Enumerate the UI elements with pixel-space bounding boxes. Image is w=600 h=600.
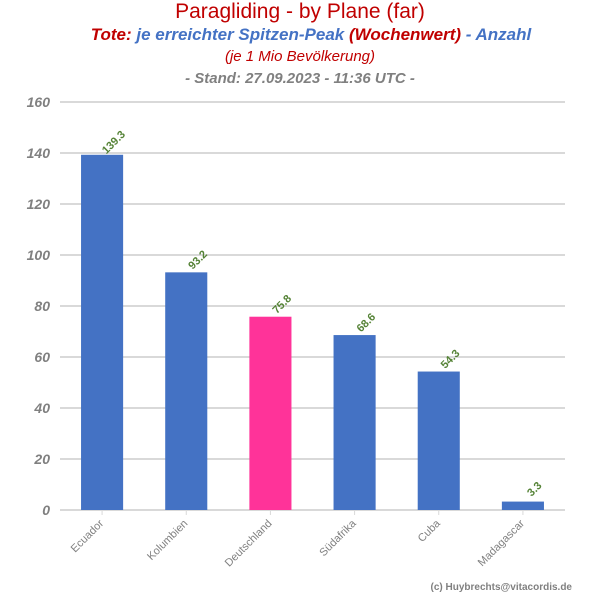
subtitle-tote: Tote: [91,25,137,44]
x-tick-label: Deutschland [223,518,275,570]
x-tick-label: Madagascar [476,517,528,569]
subtitle-wochenwert: (Wochenwert) [349,25,461,44]
y-tick-label: 120 [27,196,51,212]
y-axis-ticks: 0 20 40 60 80 100 120 140 160 [27,94,51,518]
bar-cuba [417,371,460,510]
y-tick-label: 100 [27,247,51,263]
x-axis-ticks: Ecuador Kolumbien Deutschland Südafrika Cuba… [69,510,528,570]
x-tick-label: Südafrika [317,517,359,559]
y-tick-label: 140 [27,145,51,161]
data-label: 75.8 [270,293,294,317]
y-tick-label: 80 [34,298,50,314]
x-tick-label: Ecuador [69,517,107,555]
gridlines [60,101,565,511]
data-label: 68.6 [355,311,379,335]
bar-südafrika [333,335,376,510]
x-tick-label: Kolumbien [145,518,190,563]
bar-kolumbien [165,272,208,510]
subtitle-peak: je erreichter Spitzen-Peak [134,25,349,44]
y-tick-label: 20 [33,451,50,467]
y-tick-label: 40 [33,400,50,416]
bar-deutschland [249,316,292,510]
y-tick-label: 160 [27,94,51,110]
y-tick-label: 60 [34,349,50,365]
data-label: 93.2 [186,248,210,272]
bar-ecuador [81,154,124,510]
bar-madagascar [501,501,544,510]
chart-stand-date: - Stand: 27.09.2023 - 11:36 UTC - [185,70,415,87]
chart-title: Paragliding - by Plane (far) [175,0,425,23]
chart-subtitle: Tote: je erreichter Spitzen-Peak (Wochen… [91,25,533,44]
y-tick-label: 0 [42,502,50,518]
bars [81,154,544,510]
data-label: 3.3 [525,480,544,499]
data-label: 54.3 [439,348,463,372]
x-tick-label: Cuba [416,517,444,545]
copyright-credit: (c) Huybrechts@vitacordis.de [431,582,573,593]
chart-subtitle-population: (je 1 Mio Bevölkerung) [225,48,375,65]
subtitle-anzahl: - Anzahl [461,25,532,44]
